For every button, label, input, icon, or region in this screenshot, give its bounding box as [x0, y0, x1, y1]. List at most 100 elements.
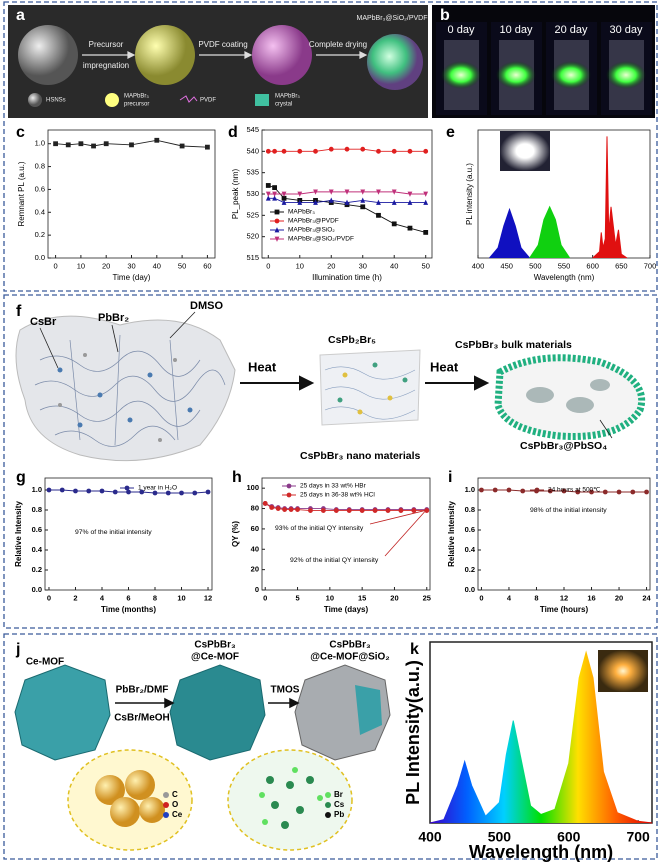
x-tick-label: 700 — [626, 829, 650, 845]
y-tick-label: 0.2 — [35, 230, 45, 239]
label: CsPbBr₃@PbSO₄ — [520, 440, 607, 452]
legend-text: MAPbBr₃@SiO₂/PVDF — [288, 236, 354, 243]
marker — [360, 189, 366, 195]
inset-photo — [598, 650, 648, 692]
label: TMOS — [271, 685, 300, 696]
y-tick-label: 0.6 — [32, 525, 42, 534]
marker — [272, 195, 277, 201]
y-axis-label: Relative Intensity — [447, 501, 456, 567]
legend-marker — [534, 487, 540, 493]
marker — [297, 199, 303, 205]
legend-text: MAPbBr₃ — [288, 209, 315, 216]
x-tick-label: 8 — [153, 593, 157, 602]
y-tick-label: 0 — [255, 585, 259, 594]
legend-text: Br — [334, 790, 343, 799]
label: @Ce-MOF@SiO₂ — [310, 652, 390, 663]
inset-photo — [500, 131, 550, 171]
marker — [297, 191, 303, 197]
y-tick-label: 545 — [246, 125, 259, 134]
x-tick-label: 20 — [102, 261, 110, 270]
marker — [391, 199, 397, 205]
marker — [272, 191, 277, 197]
x-tick-label: 20 — [327, 261, 335, 270]
marker — [59, 487, 65, 493]
marker — [344, 146, 350, 152]
x-tick-label: 5 — [295, 593, 299, 602]
marker — [479, 487, 484, 493]
marker — [385, 508, 391, 513]
panel-label: k — [410, 641, 419, 658]
x-tick-label: 500 — [488, 829, 512, 845]
y-tick-label: 20 — [251, 565, 259, 574]
marker — [179, 143, 185, 149]
y-tick-label: 0.2 — [465, 565, 475, 574]
y-tick-label: 0.4 — [32, 545, 43, 554]
panel-label: d — [228, 124, 238, 141]
marker — [139, 489, 145, 495]
x-tick-label: 0 — [266, 261, 270, 270]
marker — [506, 487, 512, 493]
legend-marker — [124, 485, 130, 491]
legend-marker — [274, 209, 280, 215]
crystal — [169, 664, 266, 761]
x-axis-label: Wavelength (nm) — [469, 842, 613, 862]
panel-b: b 0 day 10 day 20 day 30 day — [432, 5, 655, 118]
y-tick-label: 1.0 — [32, 485, 42, 494]
x-tick-label: 0 — [263, 593, 267, 602]
panel-label: j — [15, 641, 20, 658]
x-tick-label: 550 — [558, 261, 571, 270]
marker — [630, 489, 636, 495]
marker — [152, 490, 158, 496]
x-tick-label: 12 — [560, 593, 568, 602]
photo-label: 20 day — [554, 24, 588, 36]
annotation: 97% of the initial intensity — [75, 529, 152, 536]
area-fill — [430, 652, 652, 823]
y-tick-label: 1.0 — [465, 485, 475, 494]
marker — [520, 488, 526, 494]
step-label: Complete drying — [309, 40, 367, 49]
spectrum-line — [529, 205, 571, 259]
legend-text: Cs — [334, 800, 345, 809]
y-tick-label: 525 — [246, 210, 259, 219]
crystal — [14, 664, 111, 761]
y-tick-label: 0.4 — [465, 545, 476, 554]
y-tick-label: 0.8 — [465, 505, 475, 514]
marker — [376, 212, 381, 218]
arrow-label: Heat — [430, 359, 459, 374]
y-tick-label: 80 — [251, 504, 259, 513]
y-tick-label: 100 — [246, 483, 259, 492]
legend-text: MAPbBr₃@SiO₂ — [288, 227, 335, 234]
legend-marker — [274, 236, 280, 242]
panel-label: f — [16, 303, 22, 320]
marker — [112, 489, 118, 495]
panel-f: f CsBr PbBr₂ DMSO Heat Heat CsPb₂Br₅ CsP… — [15, 300, 645, 462]
spectrum-line — [429, 650, 653, 824]
x-tick-label: 16 — [587, 593, 595, 602]
marker — [328, 189, 334, 195]
y-tick-label: 0.0 — [465, 585, 475, 594]
marker — [423, 199, 429, 205]
panel-j: j Ce-MOF PbBr₂/DMF CsBr/MeOH CsPbBr₃ @Ce… — [14, 640, 391, 851]
x-tick-label: 30 — [127, 261, 135, 270]
x-tick-label: 10 — [77, 261, 85, 270]
y-tick-label: 0.8 — [35, 162, 45, 171]
y-tick-label: 40 — [251, 544, 259, 553]
legend-text: Ce — [172, 810, 183, 819]
x-tick-label: 25 — [423, 593, 431, 602]
marker — [575, 489, 581, 495]
marker — [86, 488, 92, 494]
x-tick-label: 4 — [100, 593, 105, 602]
marker — [492, 487, 498, 493]
legend-text: PVDF — [200, 98, 216, 104]
marker — [73, 488, 78, 494]
step-label: PVDF coating — [198, 40, 247, 49]
x-tick-label: 2 — [73, 593, 77, 602]
series-line — [268, 197, 426, 203]
marker — [288, 507, 294, 512]
x-tick-label: 0 — [47, 593, 51, 602]
marker — [344, 199, 350, 205]
y-tick-label: 520 — [246, 232, 259, 241]
marker — [423, 148, 429, 154]
marker — [65, 142, 71, 148]
marker — [407, 148, 413, 154]
